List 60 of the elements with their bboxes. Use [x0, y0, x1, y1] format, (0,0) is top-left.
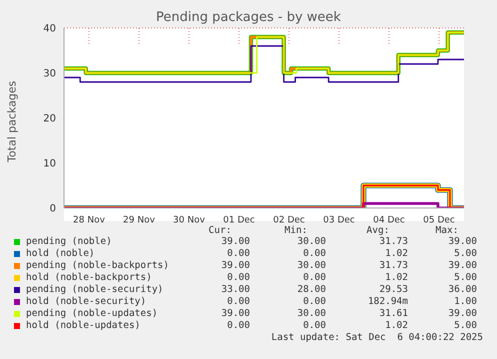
x-tick-label: 01 Dec	[223, 215, 255, 226]
text: 0.00	[302, 272, 326, 283]
x-tick-label: 03 Dec	[323, 215, 355, 226]
x-tick-label: 28 Nov	[73, 215, 106, 226]
text: 0.00	[226, 272, 250, 283]
text: 31.61	[378, 308, 408, 319]
text: 39.00	[220, 236, 250, 247]
text: 30.00	[296, 260, 326, 271]
legend-label: hold (noble)	[26, 248, 95, 259]
text: 28.00	[296, 284, 326, 295]
y-tick-label: 30	[43, 68, 56, 80]
text: Min:	[284, 225, 308, 236]
y-tick-label: 20	[43, 114, 56, 125]
text: 5.00	[453, 320, 477, 331]
legend-label: hold (noble-updates)	[26, 320, 140, 331]
text: 30.00	[296, 308, 326, 319]
text: 0.00	[302, 320, 326, 331]
text: 1.02	[384, 320, 408, 331]
chart-title: Pending packages - by week	[155, 10, 342, 25]
x-tick-label: 04 Dec	[373, 215, 405, 226]
legend-label: pending (noble-updates)	[26, 308, 158, 319]
x-tick-label: 02 Dec	[273, 215, 305, 226]
text: 33.00	[220, 284, 250, 295]
y-tick-label: 40	[43, 24, 56, 35]
text: 0.00	[226, 320, 250, 331]
text: Cur:	[208, 225, 232, 236]
text: 5.00	[453, 248, 477, 259]
text: 1.02	[384, 272, 408, 283]
text: Last update: Sat Dec 6 04:00:22 2025	[270, 332, 483, 343]
legend-label: pending (noble-backports)	[26, 260, 169, 271]
legend-label: hold (noble-security)	[26, 296, 146, 307]
x-tick-label: 05 Dec	[423, 215, 455, 226]
legend-label: hold (noble-backports)	[26, 272, 152, 283]
text: 39.00	[220, 308, 250, 319]
text: 0.00	[226, 248, 250, 259]
text: 29.53	[378, 284, 408, 295]
text: 36.00	[447, 284, 477, 295]
text: Max:	[434, 225, 460, 236]
x-tick-label: 30 Nov	[173, 215, 206, 226]
text: 39.00	[220, 260, 250, 271]
text: 31.73	[378, 236, 408, 247]
text: 39.00	[447, 260, 477, 271]
x-tick-label: 29 Nov	[123, 215, 156, 226]
text: Avg:	[366, 225, 390, 236]
text: 0.00	[226, 296, 250, 307]
legend-label: pending (noble-security)	[26, 284, 164, 295]
text: 1.00	[453, 296, 477, 307]
text: 1.02	[384, 248, 408, 259]
legend-label: pending (noble)	[26, 236, 112, 247]
y-tick-label: 0	[50, 204, 56, 215]
text: 39.00	[447, 236, 477, 247]
text: 182.94m	[366, 296, 408, 307]
text: 31.73	[378, 260, 408, 271]
text: 0.00	[302, 296, 326, 307]
text: 0.00	[302, 248, 326, 259]
text: 5.00	[453, 272, 477, 283]
text: 39.00	[447, 308, 477, 319]
text: 30.00	[296, 236, 326, 247]
y-axis-title: Total packages	[6, 80, 18, 164]
y-tick-label: 10	[43, 158, 56, 170]
